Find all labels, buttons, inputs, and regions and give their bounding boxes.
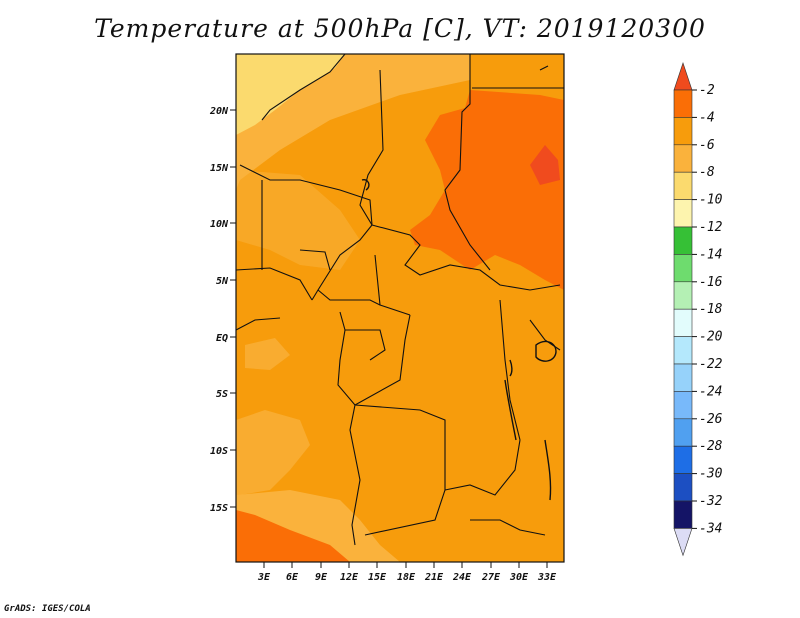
x-tick-label: 27E [481, 572, 501, 583]
colorbar-swatch [673, 171, 693, 200]
colorbar-label: -28 [699, 439, 723, 454]
colorbar-swatch [673, 445, 693, 474]
colorbar-swatch [673, 528, 693, 557]
colorbar-label: -32 [699, 494, 723, 509]
field-gabon-patch [245, 338, 290, 370]
field-sahara-corner [236, 54, 345, 135]
y-tick-label: 15N [210, 163, 229, 174]
colorbar-label: -14 [699, 247, 722, 262]
country-borders [236, 54, 564, 546]
colorbar-label: -8 [699, 165, 715, 180]
colorbar-label: -20 [699, 330, 723, 345]
colorbar-swatch [673, 336, 693, 365]
x-tick-label: 33E [537, 572, 557, 583]
colorbar-swatch [673, 473, 693, 502]
x-tick-label: 18E [397, 572, 416, 583]
colorbar-swatch [673, 144, 693, 173]
colorbar-swatch [673, 281, 693, 310]
colorbar-label: -16 [699, 275, 723, 290]
y-tick-label: 20N [209, 106, 229, 117]
x-tick-label: 24E [452, 572, 472, 583]
colorbar-label: -24 [699, 384, 722, 399]
lake-kivu [509, 359, 513, 377]
x-tick-label: 12E [340, 572, 359, 583]
footer-credit: GrADS: IGES/COLA [4, 604, 91, 614]
x-tick-label: 3E [257, 572, 271, 583]
y-tick-label: 10S [210, 446, 228, 457]
colorbar-swatch [673, 89, 693, 118]
field-southwest-warm [236, 510, 350, 562]
y-tick-label: EQ [216, 333, 228, 344]
colorbar-swatch [673, 418, 693, 447]
lake-chad [361, 178, 370, 191]
x-tick-label: 15E [368, 572, 387, 583]
colorbar-label: -22 [699, 357, 723, 372]
lake-victoria [535, 340, 557, 362]
colorbar-swatch [673, 254, 693, 283]
y-tick-label: 15S [210, 503, 228, 514]
colorbar-swatch [673, 117, 693, 146]
lakes [361, 178, 557, 501]
map-plot [236, 54, 564, 562]
colorbar-label: -10 [699, 193, 723, 208]
colorbar-label: -2 [699, 83, 715, 98]
colorbar-label: -6 [699, 138, 715, 153]
y-tick-label: 5S [216, 389, 228, 400]
colorbar-label: -18 [699, 302, 723, 317]
colorbar-label: -12 [699, 220, 723, 235]
colorbar-swatch [673, 199, 693, 228]
x-tick-label: 9E [315, 572, 328, 583]
page-title: Temperature at 500hPa [C], VT: 201912030… [94, 14, 706, 43]
colorbar-label: -26 [699, 412, 723, 427]
colorbar: -2 -4 -6 -8 -10 -12 -14 -16 -18 -20 -22 -24 -26 -28 -3… [673, 62, 723, 557]
x-tick-label: 21E [424, 572, 444, 583]
colorbar-swatch [673, 308, 693, 337]
lake-malawi [544, 439, 552, 501]
x-tick-label: 30E [509, 572, 529, 583]
field-mid-band [236, 170, 360, 270]
map-frame [235, 53, 565, 563]
colorbar-swatch [673, 391, 693, 420]
x-axis: 3E 6E 9E 12E 15E 18E 21E 24E 27E 30E 33E [257, 562, 557, 583]
colorbar-swatch [673, 62, 693, 91]
colorbar-label: -34 [699, 521, 722, 536]
y-tick-label: 10N [210, 219, 229, 230]
colorbar-label: -30 [699, 467, 723, 482]
field-sudan-hot [530, 145, 560, 185]
colorbar-swatch [673, 363, 693, 392]
colorbar-swatch [673, 226, 693, 255]
colorbar-label: -4 [699, 110, 715, 125]
y-tick-label: 5N [216, 276, 229, 287]
y-axis: 20N 15N 10N 5N EQ 5S 10S 15S [209, 106, 236, 514]
lake-tanganyika [504, 379, 517, 441]
x-tick-label: 6E [286, 572, 299, 583]
colorbar-swatch [673, 500, 693, 529]
field-sudan-warm [410, 90, 564, 290]
field-angola-coast [236, 410, 310, 495]
